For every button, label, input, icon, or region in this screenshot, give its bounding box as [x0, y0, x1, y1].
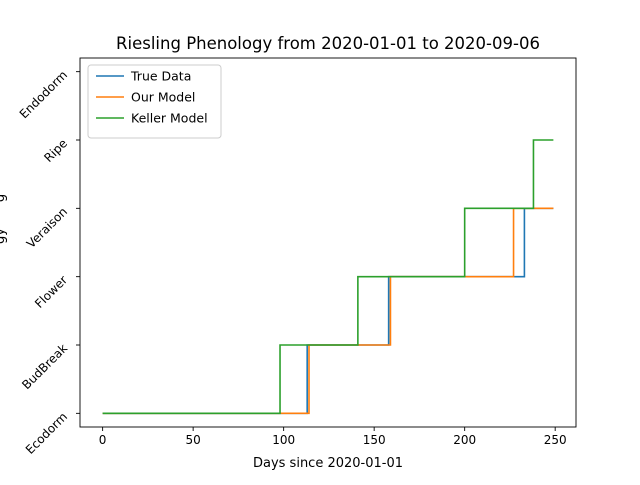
legend-box — [87, 64, 222, 139]
x-tick-label: 200 — [453, 433, 476, 447]
y-axis-label-fragment-1: g — [0, 194, 8, 202]
x-tick-label: 0 — [99, 433, 107, 447]
series-line-2 — [102, 207, 554, 415]
x-tick-label: 250 — [544, 433, 567, 447]
legend: True Data Our Model Keller Model — [87, 64, 222, 139]
x-tick-label: 100 — [272, 433, 295, 447]
x-tick-label: 150 — [363, 433, 386, 447]
y-axis-label-fragment-2: gy — [0, 228, 8, 244]
series-line-3 — [102, 139, 554, 415]
legend-label: Keller Model — [131, 111, 208, 126]
legend-label: True Data — [130, 69, 191, 84]
axes-frame — [79, 57, 577, 428]
series-line-1 — [102, 207, 554, 415]
chart-title: Riesling Phenology from 2020-01-01 to 20… — [116, 34, 540, 53]
x-axis-label: Days since 2020-01-01 — [253, 456, 403, 471]
x-tick-label: 50 — [185, 433, 200, 447]
legend-label: Our Model — [131, 90, 195, 105]
